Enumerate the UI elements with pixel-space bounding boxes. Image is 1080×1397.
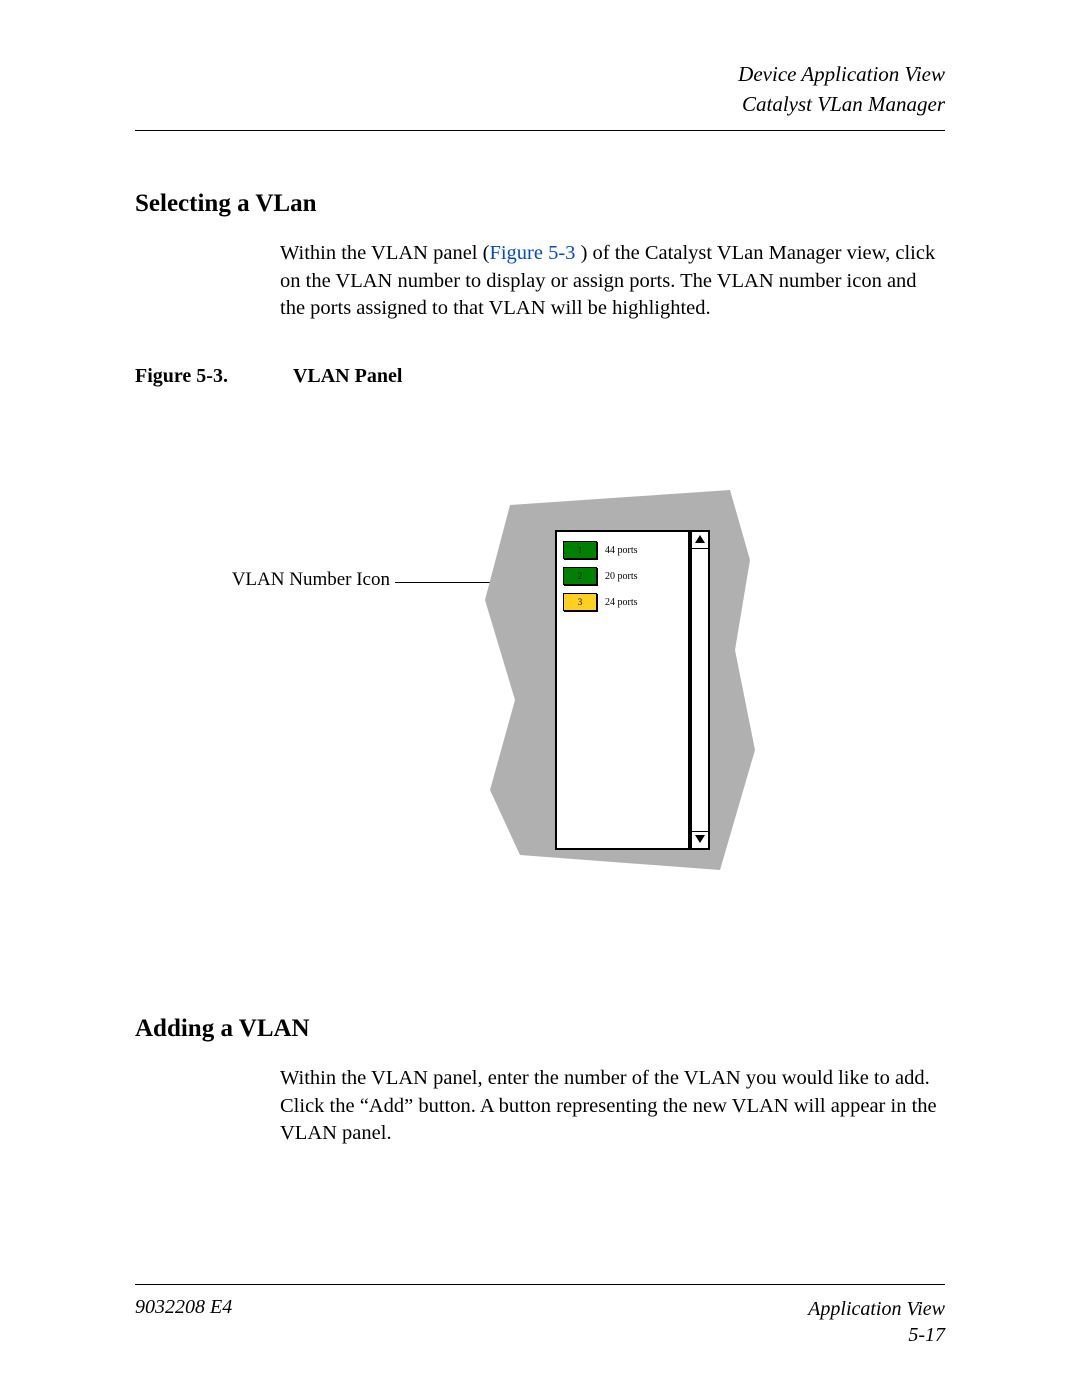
- vlan-number-icon[interactable]: 3: [563, 593, 597, 611]
- vlan-row: 1 44 ports: [563, 538, 682, 562]
- section-body-selecting: Within the VLAN panel (Figure 5-3 ) of t…: [280, 240, 945, 323]
- footer-rule: [135, 1284, 945, 1285]
- scrollbar-down-arrow-icon[interactable]: [692, 831, 708, 848]
- running-header: Device Application View Catalyst VLan Ma…: [738, 60, 945, 119]
- header-rule: [135, 130, 945, 131]
- vlan-number-icon[interactable]: 2: [563, 567, 597, 585]
- section-heading-adding: Adding a VLAN: [135, 1015, 310, 1043]
- header-line-2: Catalyst VLan Manager: [738, 90, 945, 118]
- figure-illustration: 1 44 ports 2 20 ports 3 24 ports: [480, 490, 770, 890]
- vlan-panel-scrollbar[interactable]: [690, 530, 710, 850]
- figure-number: Figure 5-3.: [135, 365, 228, 387]
- figure-caption: VLAN Panel: [293, 365, 402, 387]
- vlan-number: 3: [578, 597, 583, 607]
- scrollbar-up-arrow-icon[interactable]: [692, 532, 708, 549]
- para-text-pre: Within the VLAN panel (: [280, 242, 489, 264]
- vlan-row: 2 20 ports: [563, 564, 682, 588]
- footer-page-info: Application View 5-17: [808, 1296, 945, 1348]
- vlan-number: 1: [578, 545, 583, 555]
- vlan-panel-frame: 1 44 ports 2 20 ports 3 24 ports: [555, 530, 690, 850]
- vlan-ports-label: 24 ports: [605, 597, 638, 608]
- vlan-row: 3 24 ports: [563, 590, 682, 614]
- vlan-ports-label: 44 ports: [605, 545, 638, 556]
- figure-callout-label: VLAN Number Icon: [190, 569, 390, 591]
- footer-page-number: 5-17: [908, 1324, 945, 1346]
- vlan-ports-label: 20 ports: [605, 571, 638, 582]
- vlan-panel: 1 44 ports 2 20 ports 3 24 ports: [530, 530, 760, 880]
- footer-section-name: Application View: [808, 1298, 945, 1320]
- vlan-number: 2: [578, 571, 583, 581]
- vlan-number-icon[interactable]: 1: [563, 541, 597, 559]
- document-page: Device Application View Catalyst VLan Ma…: [0, 0, 1080, 1397]
- footer-doc-id: 9032208 E4: [135, 1296, 232, 1319]
- figure-label: Figure 5-3. VLAN Panel: [135, 365, 402, 388]
- section-heading-selecting: Selecting a VLan: [135, 190, 317, 218]
- figure-reference-link[interactable]: Figure 5-3: [489, 242, 575, 264]
- header-line-1: Device Application View: [738, 62, 945, 86]
- section-body-adding: Within the VLAN panel, enter the number …: [280, 1065, 945, 1148]
